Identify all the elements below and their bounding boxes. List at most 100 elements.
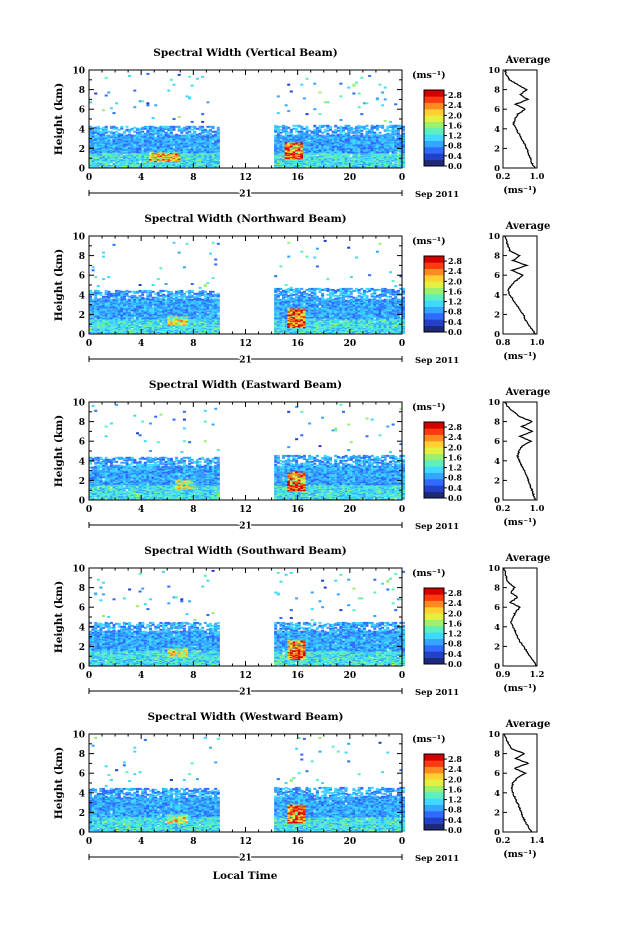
x-tick-label: 12: [239, 339, 252, 349]
colorbar-segment: [424, 460, 444, 467]
x-tick-label: 16: [291, 505, 304, 515]
colorbar-tick-label: 2.8: [448, 256, 462, 266]
date-label: Sep 2011: [415, 854, 459, 864]
average-y-tick-label: 6: [494, 437, 500, 447]
average-y-tick-label: 10: [488, 398, 500, 408]
y-tick-label: 0: [79, 663, 85, 673]
colorbar-segment: [424, 428, 444, 435]
colorbar-segment: [424, 645, 444, 652]
x-tick-label: 0: [86, 339, 92, 349]
day-label: 21: [239, 522, 252, 532]
colorbar-segment: [424, 153, 444, 160]
colorbar-frame: [423, 753, 445, 831]
x-tick-label: 8: [190, 671, 196, 681]
day-label: 21: [239, 190, 252, 200]
colorbar-tick-label: 1.6: [448, 120, 462, 130]
colorbar-segment: [424, 300, 444, 307]
y-tick-label: 2: [79, 477, 85, 487]
colorbar-tick-label: 0.0: [448, 161, 462, 171]
x-tick-label: 0: [399, 837, 405, 847]
average-profile-line: [504, 401, 537, 501]
colorbar-segment: [424, 453, 444, 461]
colorbar-tick-label: 0.8: [448, 141, 462, 151]
colorbar-tick-label: 2.8: [448, 588, 462, 598]
x-tick-label: 4: [138, 339, 144, 349]
colorbar-tick-label: 2.4: [448, 598, 462, 608]
colorbar-segment: [424, 441, 444, 448]
colorbar-tick-label: 1.6: [448, 618, 462, 628]
y-tick-label: 10: [72, 565, 85, 575]
panel-title-0: Spectral Width (Vertical Beam): [153, 47, 337, 59]
colorbar-segment: [424, 147, 444, 154]
x-tick-label: 20: [344, 837, 357, 847]
x-tick-label: 16: [291, 837, 304, 847]
colorbar-segment: [424, 657, 444, 665]
colorbar-tick-label: 0.4: [448, 649, 462, 659]
average-title: Average: [505, 221, 551, 232]
average-y-tick-label: 10: [488, 730, 500, 740]
colorbar-tick-label: 0.0: [448, 825, 462, 835]
colorbar-segment: [424, 785, 444, 793]
x-tick-label: 8: [190, 505, 196, 515]
average-x-tick-label: 0.2: [496, 504, 511, 514]
x-tick-label: 8: [190, 339, 196, 349]
colorbar-tick-label: 2.0: [448, 442, 462, 452]
colorbar-segment: [424, 607, 444, 614]
x-tick-label: 0: [86, 173, 92, 183]
colorbar-segment: [424, 651, 444, 658]
colorbar-tick-label: 1.2: [448, 131, 462, 141]
colorbar-segment: [424, 485, 444, 492]
y-tick-label: 6: [79, 272, 85, 282]
x-tick-label: 4: [138, 505, 144, 515]
average-y-tick-label: 10: [488, 564, 500, 574]
x-tick-label: 16: [291, 339, 304, 349]
x-tick-label: 0: [399, 671, 405, 681]
average-x-tick-label: 1.0: [530, 172, 545, 182]
y-tick-label: 10: [72, 399, 85, 409]
colorbar-segment: [424, 287, 444, 295]
colorbar-tick-label: 0.4: [448, 815, 462, 825]
average-y-tick-label: 4: [494, 457, 500, 467]
colorbar-segment: [424, 619, 444, 627]
colorbar-frame: [423, 421, 445, 499]
average-x-label: (ms⁻¹): [503, 683, 537, 694]
date-label: Sep 2011: [415, 688, 459, 698]
colorbar-tick-label: 2.8: [448, 90, 462, 100]
x-tick-label: 0: [399, 339, 405, 349]
colorbar-tick-label: 0.8: [448, 473, 462, 483]
colorbar-segment: [424, 325, 444, 333]
y-tick-label: 10: [72, 731, 85, 741]
y-tick-label: 4: [79, 291, 85, 301]
average-y-tick-label: 0: [494, 496, 500, 506]
x-tick-label: 16: [291, 173, 304, 183]
colorbar-tick-label: 1.2: [448, 629, 462, 639]
y-tick-label: 6: [79, 604, 85, 614]
average-frame: [502, 69, 538, 169]
date-label: Sep 2011: [415, 190, 459, 200]
colorbar-tick-label: 2.0: [448, 608, 462, 618]
average-x-label: (ms⁻¹): [503, 517, 537, 528]
colorbar-segment: [424, 256, 444, 263]
average-y-tick-label: 10: [488, 66, 500, 76]
x-tick-label: 4: [138, 837, 144, 847]
colorbar-segment: [424, 90, 444, 97]
average-x-tick-label: 0.2: [496, 172, 511, 182]
average-x-tick-label: 1.0: [530, 504, 545, 514]
colorbar-segment: [424, 319, 444, 326]
colorbar-tick-label: 2.4: [448, 266, 462, 276]
y-axis-label: Height (km): [53, 83, 65, 155]
colorbar-unit: (ms⁻¹): [412, 734, 446, 745]
y-axis-label: Height (km): [53, 415, 65, 487]
colorbar-segment: [424, 779, 444, 786]
y-tick-label: 0: [79, 331, 85, 341]
average-y-tick-label: 4: [494, 623, 500, 633]
average-profile-line: [503, 69, 536, 169]
y-tick-label: 4: [79, 623, 85, 633]
average-y-tick-label: 2: [494, 808, 500, 818]
colorbar-segment: [424, 281, 444, 288]
y-tick-label: 0: [79, 829, 85, 839]
colorbar-unit: (ms⁻¹): [412, 236, 446, 247]
average-profile-line: [504, 235, 536, 335]
average-x-tick-label: 0.9: [496, 670, 511, 680]
